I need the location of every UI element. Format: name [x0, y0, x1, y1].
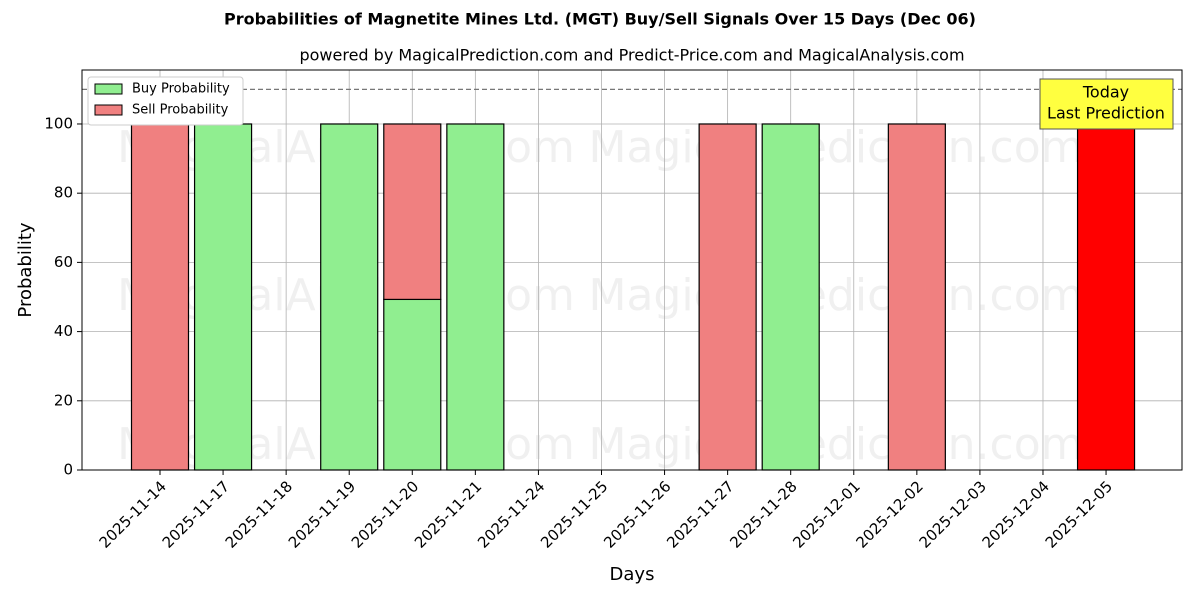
bar — [130, 123, 190, 471]
y-tick-label: 60 — [54, 253, 73, 271]
x-tick-label: 2025-11-20 — [348, 477, 422, 551]
bar — [1076, 123, 1136, 471]
bar — [446, 123, 505, 471]
annotation-box — [1039, 78, 1174, 130]
x-tick-label: 2025-11-19 — [285, 477, 359, 551]
x-tick-label: 2025-11-21 — [411, 477, 485, 551]
legend-box — [87, 76, 244, 126]
y-axis-label: Probability — [15, 222, 36, 317]
x-tick-label: 2025-12-05 — [1042, 477, 1116, 551]
bar — [761, 123, 820, 471]
x-tick-label: 2025-11-24 — [474, 477, 548, 551]
legend-label: Sell Probability — [132, 103, 229, 118]
bar — [887, 123, 946, 471]
x-tick-label: 2025-12-04 — [979, 477, 1053, 551]
x-tick-label: 2025-11-25 — [537, 477, 611, 551]
plot-frame — [81, 69, 1183, 471]
watermark: MagicalPrediction.com — [589, 270, 1084, 321]
watermark: MagicalPrediction.com — [589, 122, 1084, 173]
y-tick-label: 0 — [63, 461, 73, 479]
x-axis-label: Days — [610, 564, 655, 585]
x-tick-label: 2025-11-27 — [663, 477, 737, 551]
x-tick-label: 2025-11-14 — [96, 477, 170, 551]
y-tick-label: 80 — [54, 184, 73, 202]
x-tick-label: 2025-11-26 — [600, 477, 674, 551]
x-tick-label: 2025-12-03 — [916, 477, 990, 551]
x-tick-label: 2025-12-02 — [852, 477, 926, 551]
chart-subtitle: powered by MagicalPrediction.com and Pre… — [299, 46, 964, 65]
legend-swatch — [94, 104, 123, 116]
x-tick-label: 2025-11-17 — [159, 477, 233, 551]
legend-swatch — [94, 83, 123, 95]
legend-label: Buy Probability — [132, 82, 230, 97]
annotation: Today — [1082, 83, 1129, 102]
bar — [383, 298, 442, 471]
y-tick-label: 40 — [54, 322, 73, 340]
bar — [193, 123, 253, 471]
watermark: MagicalPrediction.com — [589, 419, 1084, 470]
annotation: Last Prediction — [1047, 104, 1165, 123]
bar — [320, 123, 379, 471]
bar — [383, 123, 442, 301]
x-tick-label: 2025-11-28 — [726, 477, 800, 551]
chart-title: Probabilities of Magnetite Mines Ltd. (M… — [224, 10, 976, 29]
x-tick-label: 2025-11-18 — [222, 477, 296, 551]
y-tick-label: 20 — [54, 391, 73, 409]
x-tick-label: 2025-12-01 — [789, 477, 863, 551]
bar — [698, 123, 757, 471]
y-tick-label: 100 — [44, 114, 73, 132]
